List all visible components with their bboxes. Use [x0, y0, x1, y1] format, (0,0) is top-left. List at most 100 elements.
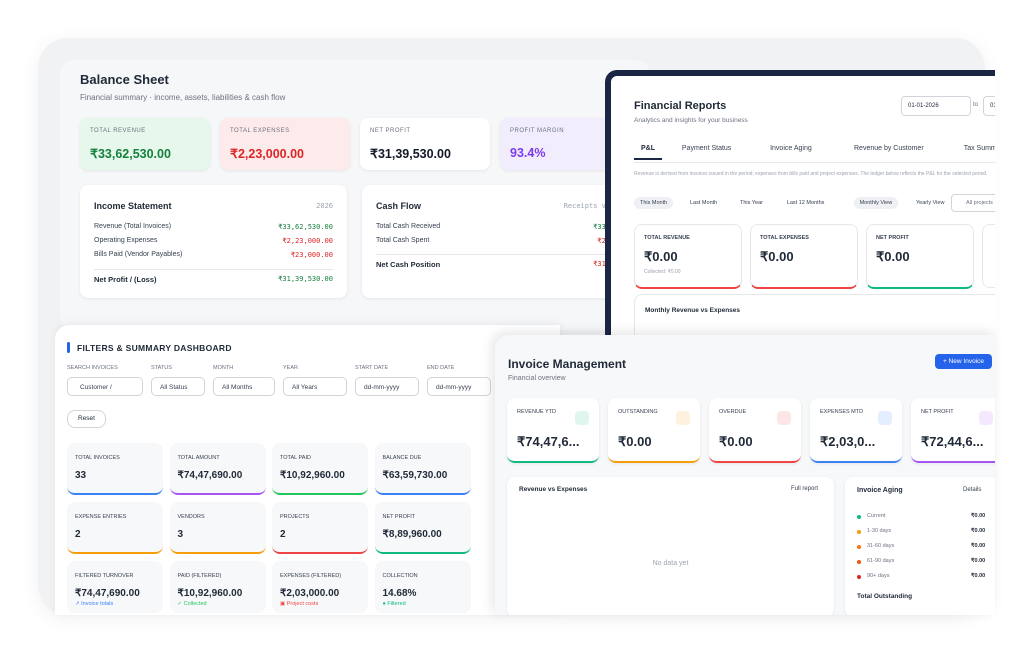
summary-card: PAID (FILTERED) ₹10,92,960.00 ✓ Collected	[169, 561, 266, 613]
summary-label: NET PROFIT	[382, 514, 416, 520]
income-box: Income Statement 2026 Revenue (Total Invoi…	[80, 185, 347, 298]
new-invoice-button[interactable]: + New Invoice	[935, 354, 993, 369]
empty-state: No data yet	[652, 560, 689, 567]
reset-button[interactable]: Reset	[67, 410, 106, 428]
field-input[interactable]: Customer /	[67, 377, 143, 396]
report-card	[982, 224, 995, 288]
date-sep: to	[973, 102, 979, 108]
date-input[interactable]: 01-01-2026	[901, 96, 971, 116]
financial-reports: Financial Reports Analytics and insights …	[605, 70, 995, 335]
summary-card: NET PROFIT ₹8,89,960.00	[374, 502, 471, 554]
tab[interactable]: Payment Status	[681, 145, 732, 152]
summary-value: 33	[75, 470, 87, 481]
aging-value: ₹0.00	[971, 513, 986, 519]
total-label: Net Cash Position	[376, 260, 441, 269]
total-label: Net Profit / (Loss)	[94, 275, 157, 284]
kpi-label: EXPENSES MTD	[820, 409, 864, 415]
card-value: ₹0.00	[876, 249, 910, 264]
field-label: END DATE	[427, 365, 455, 371]
row-label: Revenue (Total Invoices)	[94, 223, 172, 230]
stat-card: TOTAL REVENUE ₹33,62,530.00	[80, 118, 210, 170]
tab[interactable]: Invoice Aging	[770, 145, 812, 152]
kpi-icon	[575, 411, 589, 425]
kpi-value: ₹74,47,6...	[517, 434, 580, 449]
summary-card: COLLECTION 14.68% ● Filtered	[374, 561, 471, 613]
field-input[interactable]: dd-mm-yyyy	[355, 377, 419, 396]
summary-card: FILTERED TURNOVER ₹74,47,690.00 ↗ Invoice …	[67, 561, 163, 613]
kpi-value: ₹2,03,0...	[820, 434, 876, 449]
row-label: Operating Expenses	[94, 237, 158, 244]
kpi-card: REVENUE YTD ₹74,47,6...	[507, 398, 599, 463]
title: Balance Sheet	[80, 72, 169, 87]
stat-label: TOTAL EXPENSES	[230, 128, 290, 134]
summary-value: 3	[177, 529, 184, 540]
stat-value: ₹2,23,000.00	[230, 147, 304, 161]
summary-value: ₹10,92,960.00	[280, 470, 345, 481]
subtitle: Analytics and insights for your business	[634, 117, 748, 124]
aging-value: ₹0.00	[971, 528, 986, 534]
stat-value: 93.4%	[510, 146, 546, 160]
field-input[interactable]: dd-mm-yyyy	[427, 377, 491, 396]
tab[interactable]: P&L	[634, 142, 662, 160]
summary-note: ✓ Collected	[177, 601, 207, 607]
row-label: Total Cash Received	[376, 223, 441, 230]
tab[interactable]: Tax Summary	[963, 145, 995, 152]
aging-label: 61-90 days	[867, 558, 895, 564]
filter-chip[interactable]: Monthly View	[853, 197, 899, 209]
kpi-icon	[777, 411, 791, 425]
row-label: Bills Paid (Vendor Payables)	[94, 251, 183, 258]
field-input[interactable]: All Years	[283, 377, 347, 396]
filter-chip[interactable]: This Month	[634, 197, 674, 209]
filter-chip[interactable]: Last Month	[690, 200, 718, 206]
stat-card: NET PROFIT ₹31,39,530.00	[360, 118, 490, 170]
summary-value: ₹2,03,000.00	[280, 588, 340, 599]
accent	[67, 342, 70, 353]
summary-card: VENDORS 3	[169, 502, 266, 554]
field-label: SEARCH INVOICES	[67, 365, 118, 371]
field-label: STATUS	[151, 365, 172, 371]
kpi-card: NET PROFIT ₹72,44,6...	[911, 398, 995, 463]
summary-label: FILTERED TURNOVER	[75, 573, 134, 579]
summary-card: PROJECTS 2	[272, 502, 368, 554]
divider	[94, 269, 333, 270]
field-input[interactable]: All Status	[151, 377, 205, 396]
summary-card: TOTAL PAID ₹10,92,960.00	[272, 443, 368, 495]
chart-title: Monthly Revenue vs Expenses	[645, 307, 741, 314]
invoice-management: Invoice Management Financial overview + Ne…	[495, 335, 995, 615]
stat-label: TOTAL REVENUE	[90, 128, 146, 134]
subtitle: Financial summary · income, assets, liab…	[80, 93, 286, 102]
tab[interactable]: Revenue by Customer	[854, 145, 924, 152]
report-card: TOTAL EXPENSES ₹0.00	[750, 224, 858, 289]
stat-value: ₹31,39,530.00	[370, 147, 451, 161]
summary-value: ₹74,47,690.00	[177, 470, 243, 481]
description: Revenue is derived from invoices issued …	[634, 171, 988, 177]
box-title: Cash Flow	[376, 201, 422, 211]
aging-link[interactable]: Details	[963, 487, 982, 493]
chart-box: Monthly Revenue vs Expenses	[634, 294, 995, 335]
report-card: TOTAL REVENUE ₹0.00 Collected: ₹0.00	[634, 224, 742, 289]
total-value: ₹31,39,530.00	[278, 275, 333, 283]
summary-label: TOTAL INVOICES	[75, 455, 120, 461]
filter-chip[interactable]: This Year	[740, 200, 763, 206]
kpi-label: NET PROFIT	[921, 409, 954, 415]
filter-chip[interactable]: Last 12 Months	[786, 200, 825, 206]
summary-value: 2	[75, 529, 81, 540]
chart-link[interactable]: Full report	[790, 486, 818, 492]
summary-label: EXPENSE ENTRIES	[75, 514, 127, 520]
summary-label: VENDORS	[177, 514, 205, 520]
summary-label: COLLECTION	[382, 573, 418, 579]
search-input[interactable]: All projects	[951, 194, 995, 212]
field-label: START DATE	[355, 365, 389, 371]
summary-label: PROJECTS	[280, 514, 310, 520]
field-input[interactable]: All Months	[213, 377, 275, 396]
summary-value: ₹63,59,730.00	[382, 470, 448, 481]
summary-value: 2	[280, 529, 286, 540]
aging-label: 1-30 days	[867, 528, 892, 534]
balance-sheet: Balance Sheet Financial summary · income,…	[60, 60, 650, 330]
card-label: NET PROFIT	[876, 235, 909, 241]
filter-chip[interactable]: Yearly View	[916, 200, 945, 206]
date-input[interactable]: 01-01-2026	[983, 96, 995, 116]
stat-value: ₹33,62,530.00	[90, 147, 171, 161]
kpi-value: ₹0.00	[618, 434, 652, 449]
